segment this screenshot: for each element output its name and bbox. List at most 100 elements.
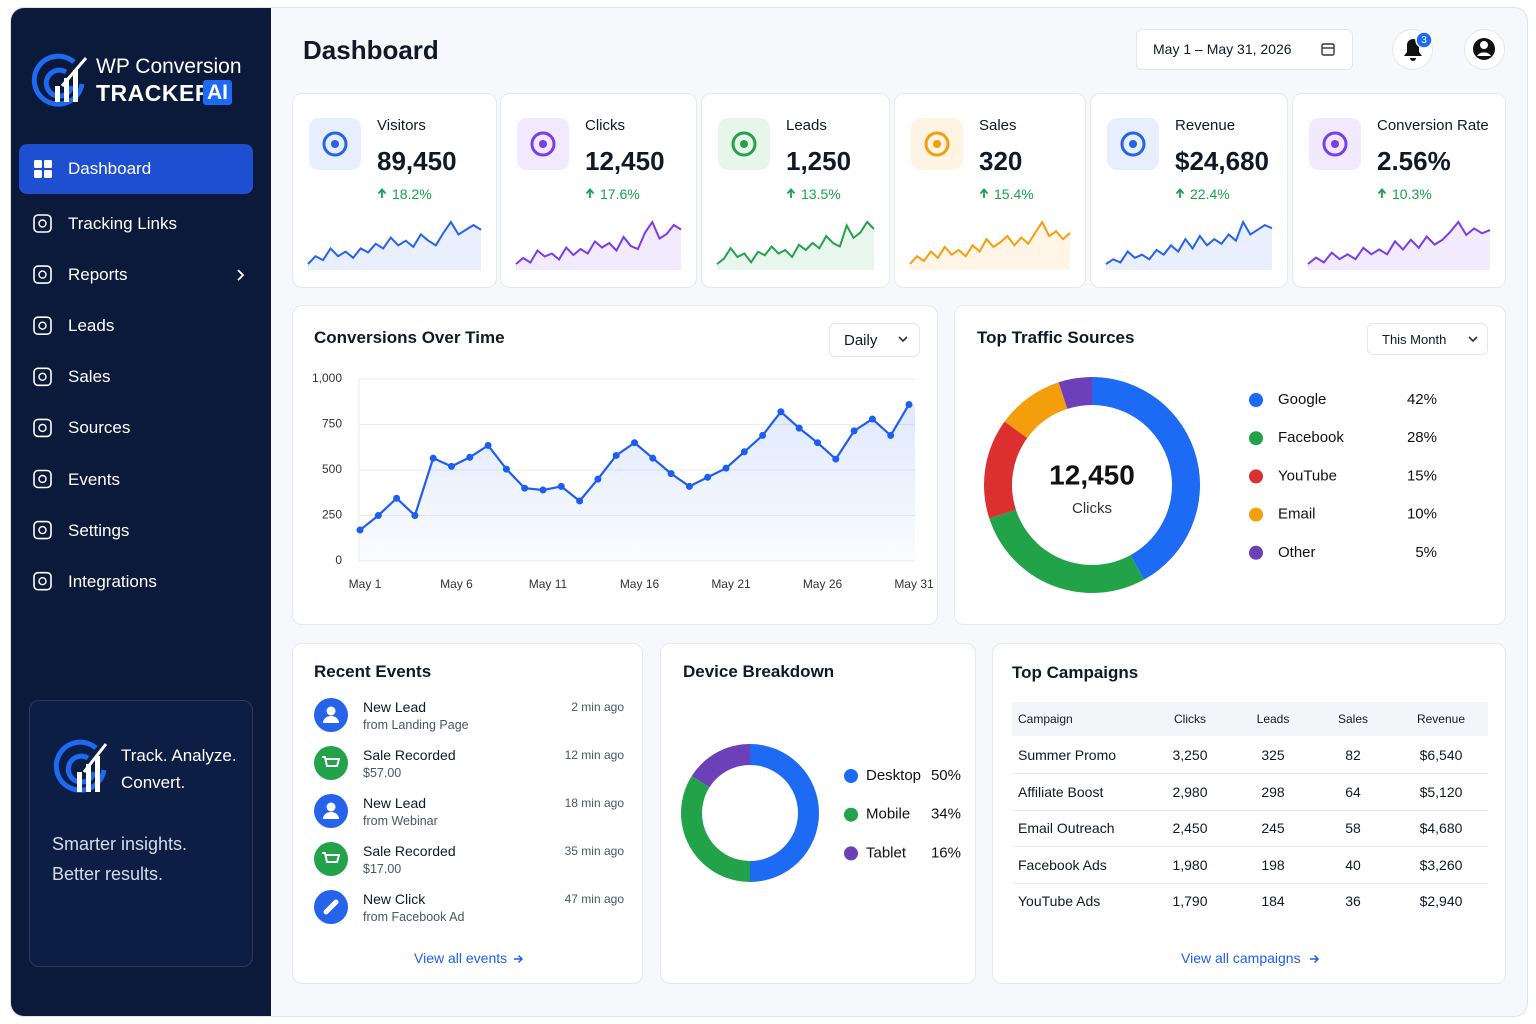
card-title: Conversions Over Time [314, 328, 505, 347]
row-divider [1012, 809, 1488, 811]
column-header: Leads [1256, 712, 1290, 726]
event-detail: from Webinar [363, 814, 438, 828]
event-title: New Lead [363, 699, 427, 715]
table-cell: $5,120 [1419, 783, 1463, 800]
table-cell: 82 [1345, 747, 1361, 763]
event-title: Sale Recorded [363, 747, 456, 763]
table-cell: Affiliate Boost [1018, 783, 1104, 800]
nav-label: Events [68, 469, 120, 489]
brand-name: WP Conversion [96, 55, 242, 78]
event-detail: $57.00 [363, 766, 402, 780]
event-title: New Click [363, 891, 426, 907]
table-cell: Email Outreach [1018, 820, 1115, 837]
kpi-value: 2.56% [1377, 146, 1451, 176]
column-header: Revenue [1416, 712, 1466, 726]
event-detail: from Landing Page [363, 718, 469, 732]
nav-label: Sources [68, 418, 131, 438]
kpi-icon [1309, 118, 1361, 170]
card-title: Top Traffic Sources [977, 328, 1135, 347]
nav-label: Tracking Links [68, 214, 177, 233]
kpi-label: Sales [979, 117, 1017, 134]
event-time: 35 min ago [564, 844, 624, 858]
promo-headline: Convert. [121, 773, 186, 792]
table-cell: 64 [1345, 783, 1361, 800]
kpi-icon [718, 118, 770, 170]
card-title: Device Breakdown [683, 662, 835, 681]
kpi-icon [517, 118, 569, 170]
campaigns-card [992, 643, 1506, 984]
profile-button[interactable] [1464, 29, 1505, 70]
event-detail: from Facebook Ad [363, 910, 465, 924]
table-cell: 325 [1261, 747, 1285, 763]
nav-label: Integrations [68, 571, 157, 591]
event-detail: $17.00 [363, 862, 402, 876]
column-header: Campaign [1018, 712, 1073, 726]
row-divider [1012, 773, 1488, 774]
nav-item[interactable] [19, 352, 253, 402]
promo-headline: Track. Analyze. [121, 746, 237, 765]
kpi-change: 22.4% [1190, 186, 1230, 202]
event-title: Sale Recorded [363, 843, 456, 859]
nav-item[interactable] [19, 506, 253, 556]
promo-tagline: Smarter insights. [52, 834, 188, 854]
brand-badge: AI [203, 80, 232, 105]
event-title: New Lead [363, 795, 427, 811]
nav-label: Reports [68, 265, 128, 285]
view-all-events[interactable]: View all events [414, 950, 508, 966]
table-cell: Facebook Ads [1018, 856, 1107, 873]
column-header: Sales [1337, 712, 1369, 726]
event-time: 18 min ago [564, 796, 624, 810]
kpi-label: Leads [786, 117, 827, 134]
kpi-change: 18.2% [392, 186, 432, 202]
date-range: May 1 – May 31, 2026 [1153, 41, 1292, 57]
table-cell: 2,450 [1172, 820, 1208, 837]
row-divider [1012, 882, 1488, 884]
nav-item[interactable] [19, 403, 253, 453]
nav-item[interactable] [19, 144, 253, 194]
kpi-value: 1,250 [786, 146, 852, 176]
kpi-value: 89,450 [377, 146, 457, 176]
notifications-button[interactable] [1392, 29, 1433, 70]
promo-tagline: Better results. [52, 864, 164, 884]
table-cell: 184 [1261, 893, 1285, 910]
kpi-value: $24,680 [1175, 146, 1269, 176]
table-cell: 1,980 [1172, 856, 1208, 873]
table-cell: 298 [1261, 783, 1285, 800]
event-time: 47 min ago [564, 892, 624, 906]
kpi-label: Conversion Rate [1377, 117, 1489, 134]
promo-box [29, 700, 253, 967]
nav-label: Dashboard [68, 159, 152, 178]
kpi-change: 13.5% [801, 186, 841, 202]
date-picker[interactable] [1136, 29, 1353, 70]
table-cell: 58 [1345, 820, 1361, 837]
page-title: Dashboard [303, 35, 439, 65]
nav-item[interactable] [19, 301, 253, 351]
period-label: This Month [1382, 332, 1447, 347]
event-time: 2 min ago [571, 700, 624, 714]
table-cell: 198 [1261, 856, 1285, 873]
table-cell: Summer Promo [1018, 747, 1117, 763]
view-all-campaigns[interactable]: View all campaigns [1181, 950, 1301, 966]
period-label: Daily [844, 332, 878, 349]
table-cell: $6,540 [1419, 747, 1463, 763]
period-select[interactable] [1367, 323, 1488, 355]
nav-label: Leads [68, 316, 115, 336]
period-select[interactable] [829, 323, 920, 357]
table-cell: 40 [1345, 856, 1361, 873]
table-cell: 2,980 [1172, 783, 1208, 800]
kpi-change: 10.3% [1392, 186, 1432, 202]
column-header: Clicks [1174, 712, 1206, 726]
kpi-value: 320 [979, 146, 1023, 176]
kpi-label: Visitors [377, 117, 426, 134]
nav-item[interactable] [19, 455, 253, 505]
kpi-change: 15.4% [994, 186, 1034, 202]
nav-item[interactable] [19, 250, 253, 300]
brand-product: TRACKER [96, 80, 212, 106]
kpi-change: 17.6% [600, 186, 640, 202]
event-time: 12 min ago [564, 748, 624, 762]
nav-label: Sales [68, 367, 111, 387]
table-header [1012, 702, 1488, 736]
nav-label: Settings [68, 520, 130, 540]
table-cell: $3,260 [1419, 856, 1463, 873]
